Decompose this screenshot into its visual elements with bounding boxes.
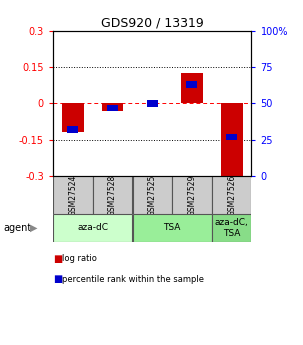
Text: GSM27526: GSM27526 xyxy=(227,175,236,216)
Bar xyxy=(53,214,132,242)
Text: ▶: ▶ xyxy=(30,223,38,233)
Bar xyxy=(133,214,211,242)
Text: percentile rank within the sample: percentile rank within the sample xyxy=(62,275,204,284)
Bar xyxy=(147,100,158,107)
Bar xyxy=(172,176,211,214)
Bar xyxy=(62,104,84,132)
Text: GSM27525: GSM27525 xyxy=(148,175,157,216)
Bar xyxy=(226,134,237,140)
Text: TSA: TSA xyxy=(163,224,181,233)
Text: GSM27528: GSM27528 xyxy=(108,175,117,216)
Text: log ratio: log ratio xyxy=(62,254,97,263)
Bar xyxy=(133,176,172,214)
Bar xyxy=(212,214,251,242)
Bar xyxy=(107,105,118,111)
Text: ■: ■ xyxy=(53,275,62,284)
Bar xyxy=(212,176,251,214)
Bar xyxy=(67,126,78,133)
Bar xyxy=(93,176,132,214)
Bar xyxy=(53,176,92,214)
Text: aza-dC,
TSA: aza-dC, TSA xyxy=(215,218,248,238)
Text: GSM27524: GSM27524 xyxy=(68,175,77,216)
Text: aza-dC: aza-dC xyxy=(77,224,108,233)
Bar xyxy=(221,104,243,176)
Text: agent: agent xyxy=(3,223,31,233)
Bar xyxy=(181,73,203,104)
Title: GDS920 / 13319: GDS920 / 13319 xyxy=(101,17,204,30)
Text: GSM27529: GSM27529 xyxy=(188,175,196,216)
Text: ■: ■ xyxy=(53,254,62,264)
Bar xyxy=(186,81,198,88)
Bar xyxy=(102,104,124,111)
